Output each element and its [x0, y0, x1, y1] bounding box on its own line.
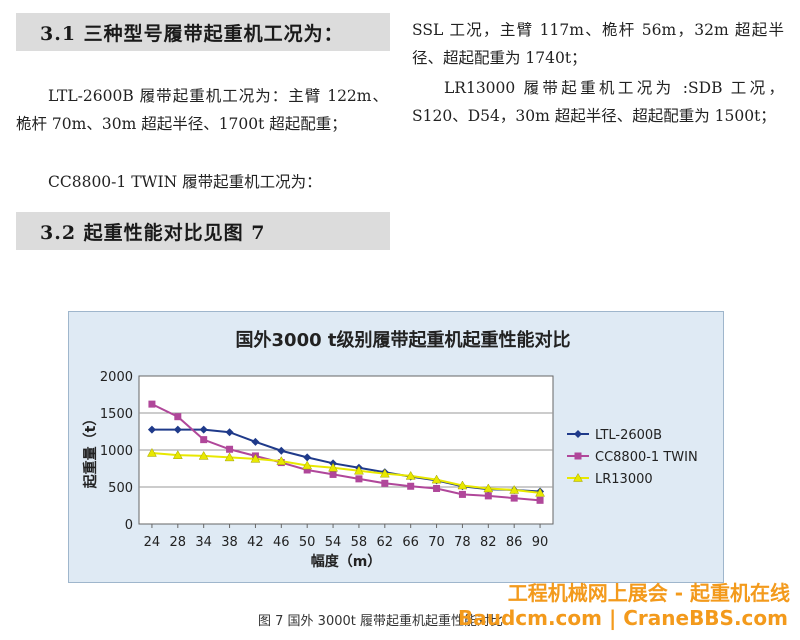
legend-marker [574, 430, 582, 438]
data-point [225, 428, 234, 437]
data-point [277, 446, 286, 455]
data-point [483, 483, 494, 493]
y-axis-label: 起重量（t） [82, 412, 99, 490]
data-point [276, 456, 287, 465]
x-axis-label: 幅度（m） [311, 553, 382, 570]
watermark-title: 工程机械网上展会 - 起重机在线 [507, 581, 790, 605]
right-paragraph-ssl: SSL 工况，主臂 117m、桅杆 56m，32m 超起半径、超起配重为 174… [412, 21, 784, 67]
data-point [303, 466, 311, 474]
x-tick-label: 70 [428, 535, 445, 550]
right-paragraph-lr13000: LR13000 履带起重机工况为 :SDB 工况，S120、D54，30m 超起… [412, 79, 784, 125]
data-point [198, 450, 209, 460]
x-tick-label: 46 [273, 535, 290, 550]
x-tick-label: 34 [195, 535, 212, 550]
data-point [328, 462, 338, 472]
x-tick-label: 50 [299, 535, 316, 550]
chart-title: 国外3000 t级别履带起重机起重性能对比 [236, 329, 571, 351]
x-tick-label: 66 [402, 535, 419, 550]
legend-label: LR13000 [595, 472, 653, 487]
figure-caption: 图 7 国外 3000t 履带起重机起重性能对比 [258, 614, 503, 629]
data-point [354, 465, 364, 475]
section-3-1-paragraph-ltl: LTL-2600B 履带起重机工况为：主臂 122m、桅杆 70m、30m 超起… [16, 87, 388, 133]
y-tick-label: 500 [108, 481, 133, 496]
y-tick-label: 2000 [100, 370, 133, 385]
data-point [302, 460, 313, 470]
series-line-1 [151, 403, 541, 502]
legend-marker [574, 452, 582, 460]
section-3-1-heading: 3.1 三种型号履带起重机工况为： [16, 13, 390, 51]
watermark-url: Baudcm.com | CraneBBS.com [457, 606, 788, 630]
data-point [355, 475, 363, 483]
data-point [172, 450, 183, 459]
data-point [224, 452, 235, 462]
data-point [147, 425, 156, 434]
y-tick-label: 1500 [100, 407, 133, 422]
x-tick-label: 38 [221, 535, 238, 550]
data-point [405, 470, 416, 480]
x-tick-label: 86 [506, 535, 523, 550]
data-point [536, 496, 544, 504]
section-3-2-heading: 3.2 起重性能对比见图 7 [16, 212, 390, 250]
data-point [433, 484, 441, 492]
data-point [457, 480, 468, 490]
y-tick-label: 0 [125, 518, 133, 533]
series-line-2 [151, 451, 541, 494]
x-tick-label: 42 [247, 535, 264, 550]
data-point [484, 492, 492, 500]
data-point [431, 474, 442, 484]
x-tick-label: 78 [454, 535, 471, 550]
data-point [458, 490, 466, 498]
legend-marker [573, 472, 583, 482]
x-tick-label: 58 [351, 535, 368, 550]
data-point [381, 479, 389, 487]
x-tick-label: 82 [480, 535, 497, 550]
legend-label: CC8800-1 TWIN [595, 450, 698, 465]
x-tick-label: 62 [377, 535, 394, 550]
data-point [174, 413, 182, 421]
data-point [303, 453, 312, 462]
data-point [535, 487, 545, 497]
data-point [250, 453, 261, 463]
chart-frame: 国外3000 t级别履带起重机起重性能对比 0 500 1000 1500 2000 24 2… [68, 311, 724, 583]
data-point [251, 437, 260, 446]
x-tick-label: 90 [532, 535, 549, 550]
data-point [379, 468, 390, 478]
data-point [407, 482, 415, 490]
x-tick-label: 54 [325, 535, 342, 550]
data-point [200, 436, 208, 444]
x-tick-label: 24 [144, 535, 161, 550]
data-point [509, 484, 520, 494]
x-tick-label: 28 [170, 535, 187, 550]
lifting-performance-chart: 国外3000 t级别履带起重机起重性能对比 0 500 1000 1500 2000 24 2… [82, 329, 698, 570]
data-point [147, 447, 157, 457]
data-point [148, 400, 156, 408]
legend-label: LTL-2600B [595, 428, 662, 443]
data-point [199, 425, 208, 434]
data-point [226, 445, 234, 453]
data-point [173, 425, 182, 434]
y-tick-label: 1000 [100, 444, 133, 459]
data-point [329, 470, 337, 478]
data-point [510, 494, 518, 502]
section-3-1-paragraph-cc8800: CC8800-1 TWIN 履带起重机工况为： [48, 173, 322, 191]
